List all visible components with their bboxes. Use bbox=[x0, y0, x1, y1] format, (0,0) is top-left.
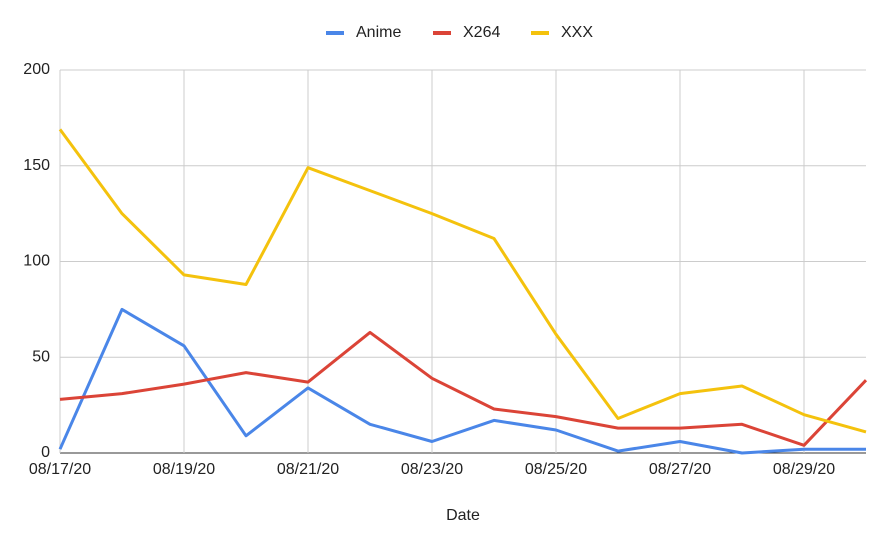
legend-label: X264 bbox=[463, 24, 500, 41]
series-line bbox=[59, 330, 868, 447]
x-tick-label: 08/27/20 bbox=[649, 461, 711, 478]
x-tick-label: 08/23/20 bbox=[401, 461, 463, 478]
y-tick-label: 200 bbox=[23, 61, 50, 78]
y-tick-label: 0 bbox=[41, 444, 50, 461]
y-tick-label: 150 bbox=[23, 157, 50, 174]
series-line bbox=[58, 128, 867, 434]
x-tick-label: 08/25/20 bbox=[525, 461, 587, 478]
x-tick-label: 08/17/20 bbox=[29, 461, 91, 478]
x-tick-label: 08/19/20 bbox=[153, 461, 215, 478]
series-line bbox=[58, 307, 866, 455]
x-tick-label: 08/29/20 bbox=[773, 461, 835, 478]
legend-label: XXX bbox=[561, 24, 593, 41]
y-tick-label: 100 bbox=[23, 253, 50, 270]
x-tick-label: 08/21/20 bbox=[277, 461, 339, 478]
x-axis-label: Date bbox=[446, 507, 480, 524]
y-tick-label: 50 bbox=[32, 348, 50, 365]
legend-label: Anime bbox=[356, 24, 401, 41]
